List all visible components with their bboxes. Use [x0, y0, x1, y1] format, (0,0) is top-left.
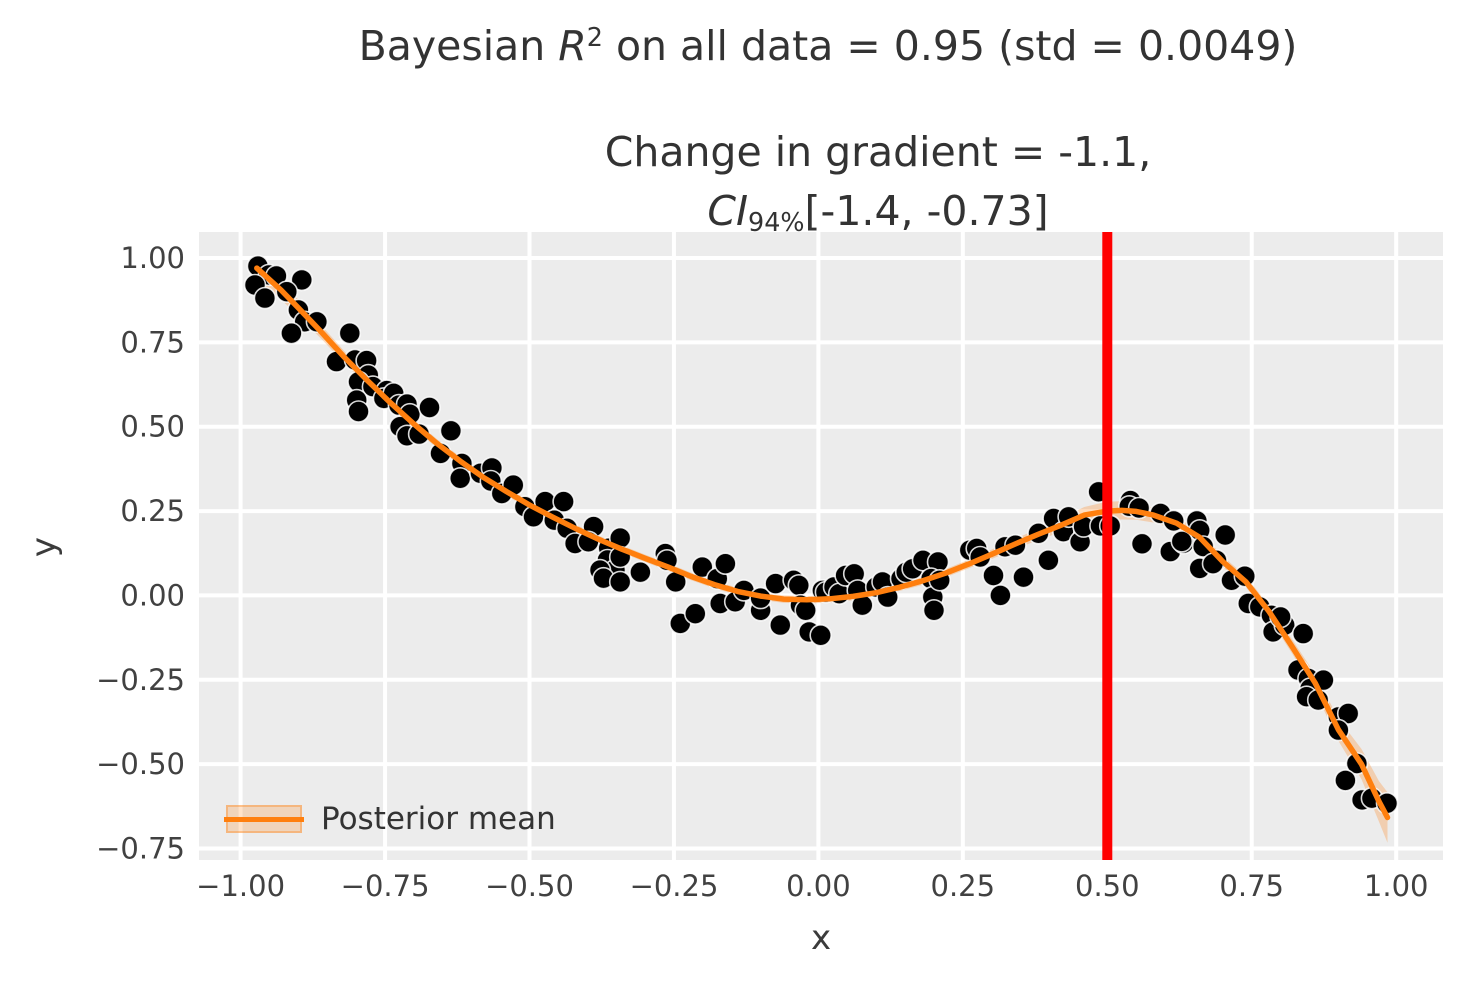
posterior-mean-line: [254, 265, 1391, 821]
scatter-point: [768, 613, 792, 637]
legend-label: Posterior mean: [321, 801, 556, 837]
scatter-point: [922, 598, 946, 622]
scatter-point: [448, 466, 472, 490]
x-tick-label: −0.75: [341, 869, 430, 903]
y-axis-label: y: [24, 536, 64, 558]
y-tick-label: −0.50: [96, 747, 185, 781]
x-tick-label: 0.75: [1219, 869, 1284, 903]
scatter-point: [1336, 702, 1360, 725]
scatter-point: [253, 286, 277, 310]
x-tick-label: 0.00: [786, 869, 851, 903]
x-tick-label: −0.25: [630, 869, 719, 903]
y-tick-label: 0.50: [120, 410, 185, 444]
scatter-point: [1213, 523, 1237, 547]
scatter-point: [794, 598, 818, 622]
y-tick-label: 1.00: [120, 241, 185, 275]
scatter-point: [982, 564, 1005, 587]
y-tick-label: 0.00: [120, 578, 185, 612]
figure-title: Bayesian R2 on all data = 0.95 (std = 0.…: [358, 22, 1298, 70]
scatter-point: [1291, 622, 1315, 645]
legend-line-icon: [224, 816, 304, 822]
y-tick-label: −0.25: [96, 663, 185, 697]
scatter-point: [1037, 548, 1060, 572]
scatter-point: [787, 573, 811, 597]
scatter-point: [439, 419, 463, 443]
legend-swatch: [224, 805, 304, 833]
x-tick-label: −0.50: [485, 869, 574, 903]
scatter-point: [1130, 532, 1154, 556]
x-tick-label: 1.00: [1364, 869, 1429, 903]
axes-title-line1: Change in gradient = -1.1,: [604, 128, 1152, 176]
scatter-point: [552, 490, 575, 513]
scatter-point: [290, 268, 314, 292]
legend: Posterior mean: [224, 801, 556, 837]
scatter-point: [629, 560, 652, 584]
axes-title-line2: CI94%[-1.4, -0.73]: [707, 187, 1049, 237]
scatter-point: [1233, 564, 1257, 588]
x-axis-label: x: [810, 918, 832, 958]
x-tick-label: 0.50: [1075, 869, 1140, 903]
scatter-point: [809, 623, 833, 647]
scatter-point: [1191, 535, 1215, 558]
scatter-point: [608, 570, 632, 594]
scatter-point: [1012, 565, 1035, 589]
scatter-point: [683, 602, 707, 626]
x-tick-label: 0.25: [931, 869, 996, 903]
scatter-point: [347, 400, 370, 423]
y-tick-label: −0.75: [96, 832, 185, 866]
y-tick-label: 0.75: [120, 325, 185, 359]
plot-area: [199, 232, 1443, 860]
x-tick-label: −1.00: [196, 869, 285, 903]
scatter-point: [275, 280, 299, 304]
scatter-point: [1170, 530, 1194, 553]
scatter-point: [989, 584, 1012, 607]
scatter-point: [714, 552, 737, 576]
scatter-point: [280, 321, 303, 345]
scatter-point: [418, 396, 441, 419]
axes-title: Change in gradient = -1.1, CI94%[-1.4, -…: [605, 123, 1152, 246]
scatter-point: [1334, 769, 1357, 792]
y-tick-label: 0.25: [120, 494, 185, 528]
scatter-point: [338, 321, 362, 345]
scatter-point: [305, 310, 329, 334]
